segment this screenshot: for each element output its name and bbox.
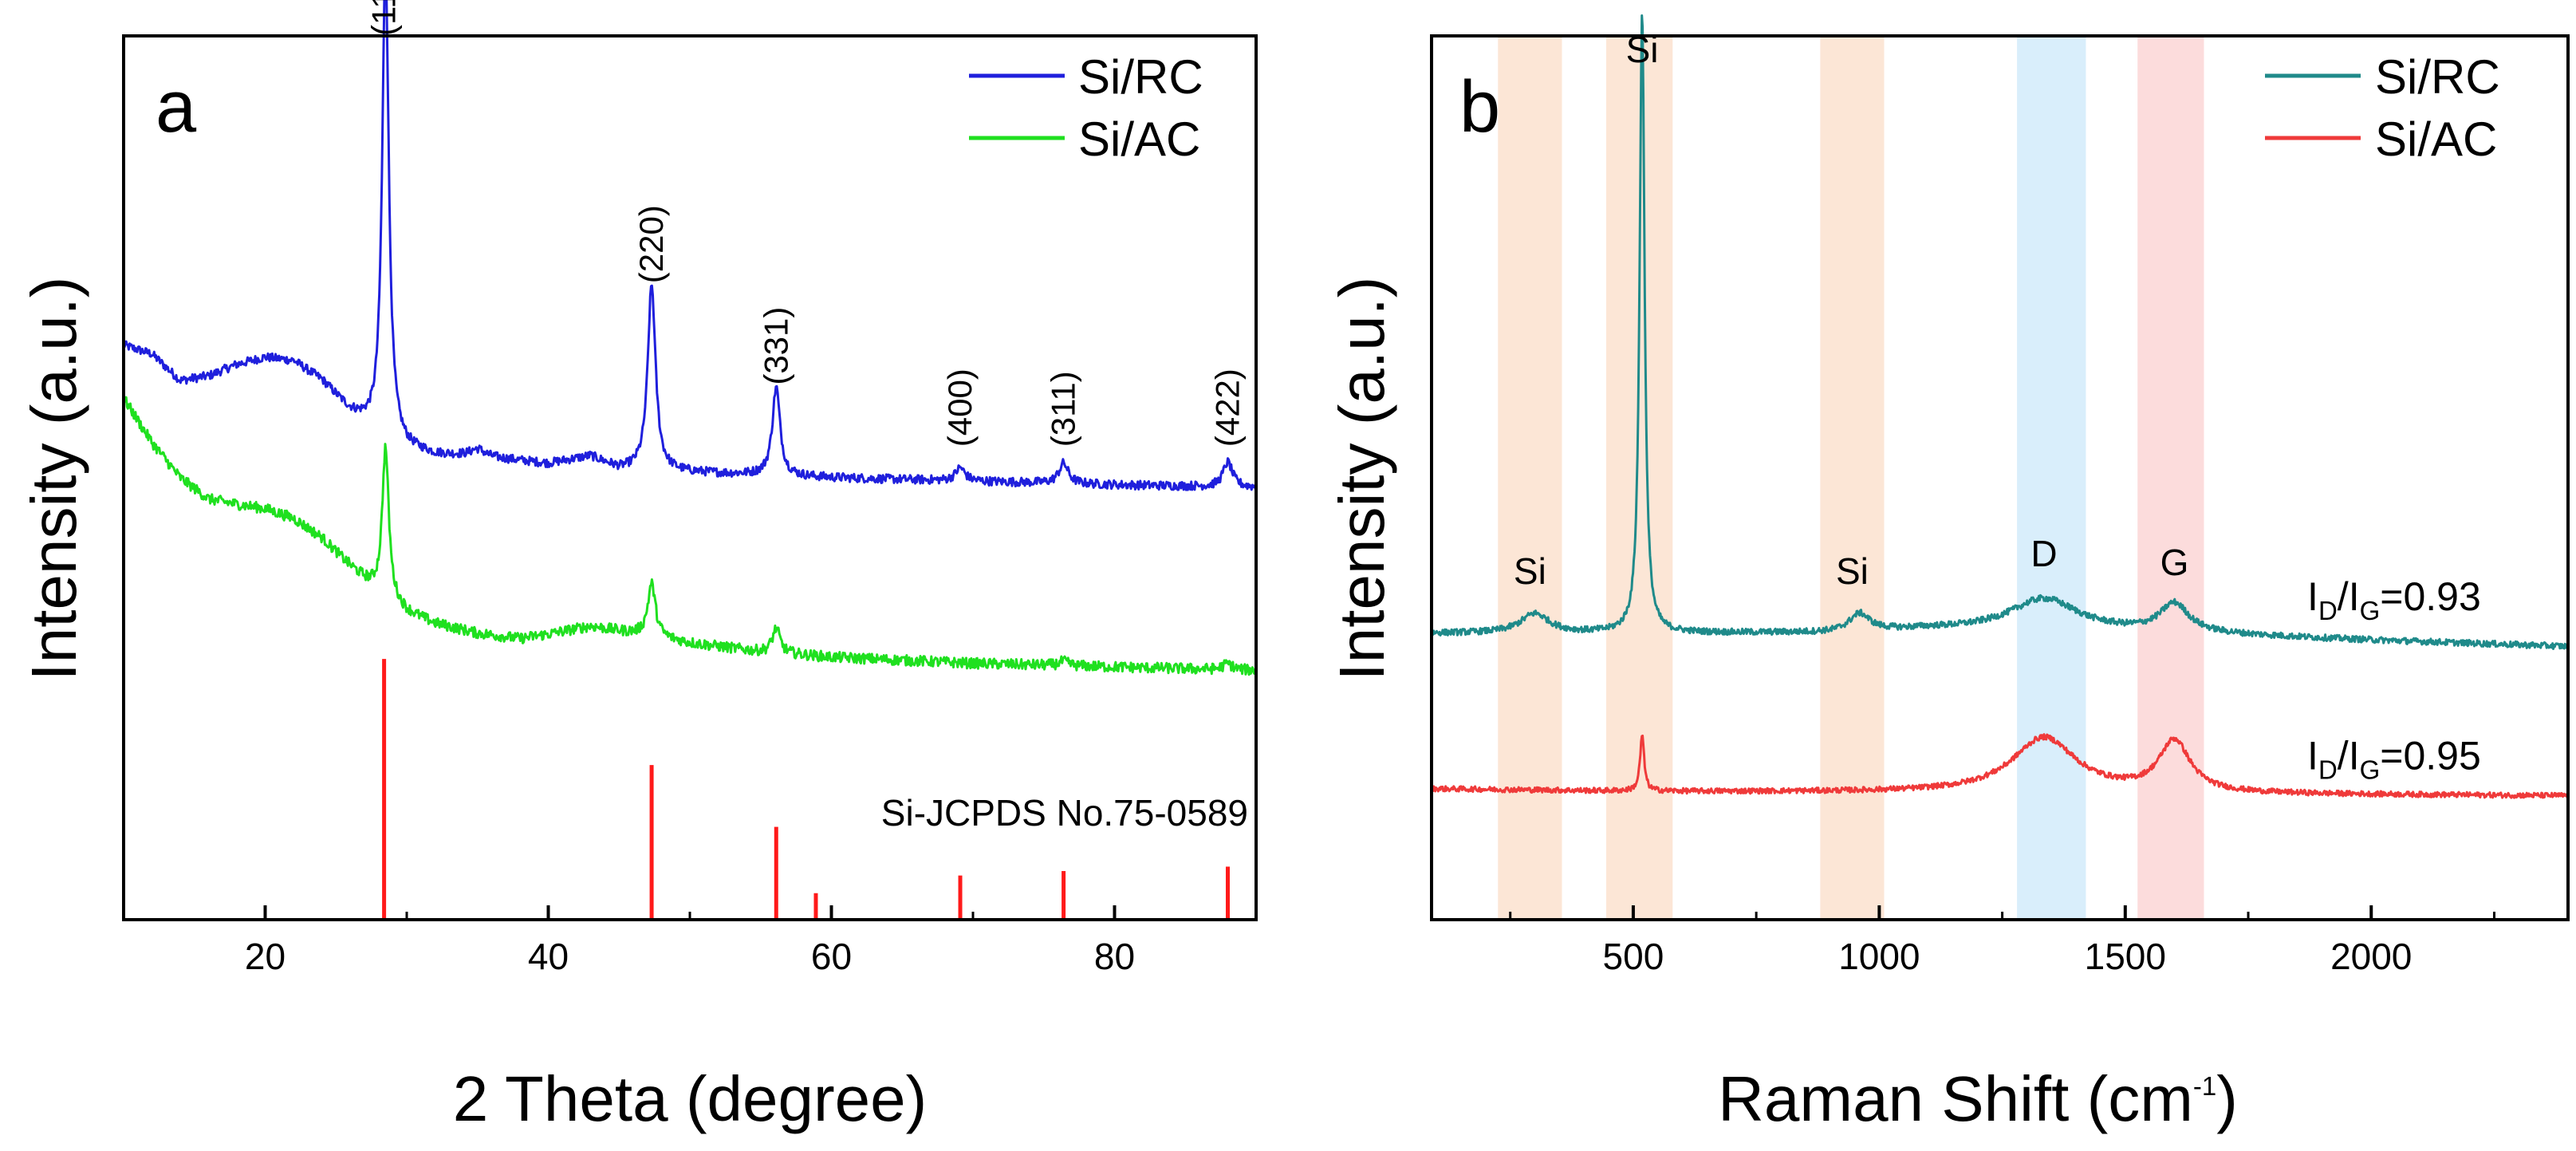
panel-a-frame bbox=[122, 34, 1258, 921]
panel-a-legend: Si/RC Si/AC bbox=[969, 50, 1203, 166]
peak-label: (220) bbox=[632, 205, 670, 283]
reference-label: Si-JCPDS No.75-0589 bbox=[881, 792, 1248, 834]
series-line-si-rc bbox=[1430, 14, 2570, 650]
x-tick-label: 500 bbox=[1603, 936, 1664, 977]
peak-label: (400) bbox=[941, 369, 979, 447]
x-tick-label: 80 bbox=[1094, 936, 1135, 977]
highlight-band bbox=[1498, 37, 1562, 918]
legend-label-si-rc: Si/RC bbox=[2375, 50, 2500, 104]
panel-a-x-axis-label: 2 Theta (degree) bbox=[453, 1063, 927, 1134]
panel-b-y-axis-label: Intensity (a.u.) bbox=[1326, 277, 1397, 681]
id-ig-ratio-label: ID/IG=0.93 bbox=[2307, 574, 2481, 625]
panel-a-x-ticks: 20 40 60 80 bbox=[245, 905, 1135, 977]
series-line-si-ac bbox=[1430, 733, 2570, 799]
panel-b-plot-area bbox=[1432, 36, 2568, 920]
peak-annotation: Si bbox=[1514, 550, 1546, 592]
x-tick-label: 1500 bbox=[2085, 936, 2166, 977]
peak-annotation: G bbox=[2160, 542, 2189, 583]
highlight-band bbox=[1820, 37, 1885, 918]
peak-annotation: Si bbox=[1836, 550, 1869, 592]
id-ig-ratio-label: ID/IG=0.95 bbox=[2307, 734, 2481, 785]
x-tick-label: 1000 bbox=[1838, 936, 1920, 977]
highlight-band bbox=[2017, 37, 2086, 918]
panel-b-frame bbox=[1430, 34, 2570, 921]
panel-b-legend: Si/RC Si/AC bbox=[2265, 50, 2500, 166]
peak-label: (111) bbox=[365, 0, 403, 36]
legend-label-si-rc: Si/RC bbox=[1078, 50, 1203, 104]
x-tick-label: 60 bbox=[811, 936, 852, 977]
panel-a-letter: a bbox=[156, 66, 197, 148]
panel-a-reference-sticks bbox=[382, 659, 1230, 920]
legend-label-si-ac: Si/AC bbox=[2375, 112, 2497, 166]
peak-label: (331) bbox=[757, 307, 794, 385]
panel-b-letter: b bbox=[1459, 66, 1500, 148]
series-line-si-rc bbox=[122, 0, 1258, 491]
peak-annotation: D bbox=[2030, 533, 2057, 574]
panel-b-x-axis-label: Raman Shift (cm-1) bbox=[1718, 1063, 2238, 1134]
panel-b-x-ticks: 500 1000 1500 2000 bbox=[1509, 905, 2495, 977]
panel-a-series-lines bbox=[122, 0, 1258, 676]
x-tick-label: 2000 bbox=[2330, 936, 2412, 977]
panel-b-highlight-bands bbox=[1498, 37, 2204, 918]
series-line-si-ac bbox=[122, 396, 1257, 676]
panel-b-series-lines bbox=[1430, 14, 2570, 799]
peak-label: (311) bbox=[1045, 371, 1082, 447]
peak-label: (422) bbox=[1209, 369, 1247, 447]
highlight-band bbox=[2137, 37, 2204, 918]
x-tick-label: 20 bbox=[245, 936, 286, 977]
x-tick-label: 40 bbox=[528, 936, 569, 977]
panel-a-peak-labels: (111) (220) (331) (400) (311) (422) bbox=[365, 0, 1247, 447]
legend-label-si-ac: Si/AC bbox=[1078, 112, 1200, 166]
panel-a-plot-area bbox=[124, 36, 1256, 920]
panel-a-y-axis-label: Intensity (a.u.) bbox=[18, 277, 89, 681]
